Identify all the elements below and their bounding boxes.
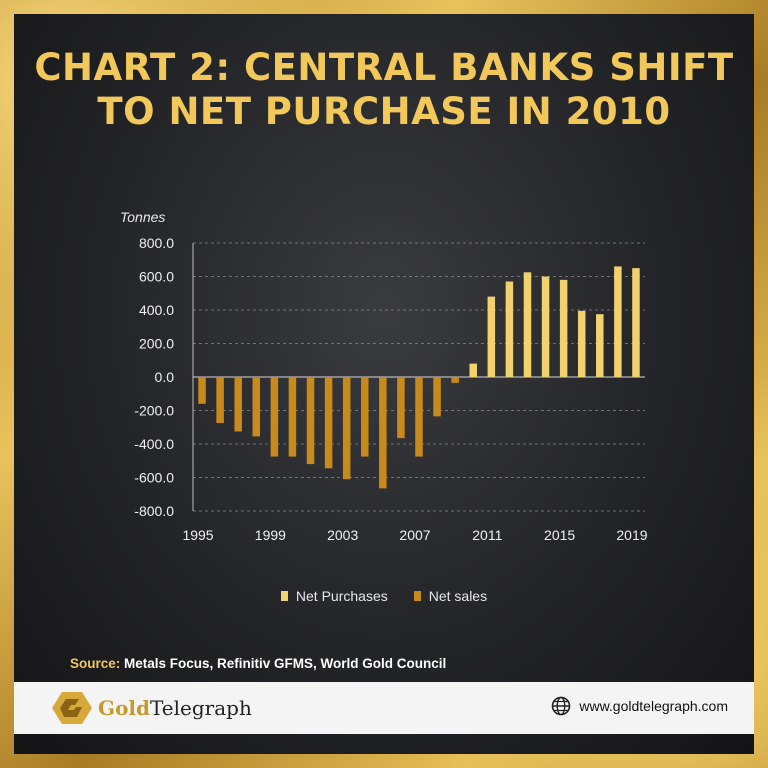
bar-net-sales-2009	[451, 377, 459, 383]
bar-net-sales-2000	[288, 377, 297, 457]
y-tick-label: 600.0	[139, 269, 174, 285]
x-tick-label: 2019	[616, 527, 647, 543]
footer-bar: GoldTelegraph www.goldtelegraph.com	[14, 682, 754, 734]
bar-net-sales-2007	[415, 377, 423, 457]
brand-name-gold: Gold	[98, 696, 151, 720]
brand-name: GoldTelegraph	[98, 696, 252, 720]
bar-net-sales-2002	[324, 377, 333, 469]
y-tick-label: 0.0	[155, 369, 175, 385]
title-line-1: CHART 2: CENTRAL BANKS SHIFT	[34, 46, 734, 89]
bar-net-purchases-2015	[559, 279, 568, 377]
x-tick-label: 2003	[327, 527, 358, 543]
brand-logo[interactable]: GoldTelegraph	[52, 690, 252, 726]
x-tick-label: 2007	[399, 527, 430, 543]
source-text: Metals Focus, Refinitiv GFMS, World Gold…	[124, 656, 447, 671]
bar-net-sales-1999	[270, 377, 279, 457]
bar-net-purchases-2011	[487, 296, 496, 377]
bar-net-purchases-2013	[523, 272, 532, 377]
y-tick-label: -800.0	[134, 503, 174, 519]
y-tick-label: -600.0	[134, 470, 174, 486]
chart-legend: Net Purchases Net sales	[0, 588, 768, 604]
x-tick-label: 1999	[255, 527, 286, 543]
y-tick-label: 400.0	[139, 302, 174, 318]
x-tick-label: 2015	[544, 527, 575, 543]
bar-net-purchases-2019	[632, 268, 640, 377]
bar-net-purchases-2014	[541, 276, 550, 377]
page-title: CHART 2: CENTRAL BANKS SHIFT TO NET PURC…	[0, 46, 768, 134]
bar-net-purchases-2010	[469, 363, 477, 377]
y-tick-label: -200.0	[134, 403, 174, 419]
website-link[interactable]: www.goldtelegraph.com	[551, 696, 728, 716]
brand-name-telegraph: Telegraph	[150, 696, 252, 720]
y-axis: 800.0 600.0 400.0 200.0 0.0 -200.0 -400.0 -600.…	[134, 235, 174, 519]
bar-net-purchases-2012	[505, 281, 514, 377]
source-label: Source:	[70, 656, 121, 671]
globe-icon	[552, 696, 571, 716]
legend-label-net-purchases: Net Purchases	[295, 588, 388, 604]
bar-net-sales-2001	[306, 377, 315, 465]
legend-swatch-net-sales	[413, 591, 421, 601]
y-tick-label: 800.0	[139, 235, 174, 251]
bar-net-sales-1998	[252, 377, 261, 437]
bar-net-sales-1996	[216, 377, 224, 424]
gold-telegraph-logo-icon	[52, 692, 92, 724]
bar-net-purchases-2018	[614, 266, 622, 377]
bar-net-sales-1995	[198, 377, 206, 404]
bar-net-purchases-2017	[596, 314, 604, 377]
x-axis: 1995 1999 2003 2007 2011 2015 2019	[182, 527, 647, 543]
y-tick-label: -400.0	[134, 436, 174, 452]
bar-net-sales-2005	[379, 377, 387, 489]
bar-net-sales-2003	[342, 377, 351, 480]
bar-net-sales-2006	[397, 377, 405, 439]
x-tick-label: 1995	[182, 527, 213, 543]
bars	[198, 266, 640, 489]
legend-item-net-purchases: Net Purchases	[280, 588, 388, 604]
website-url: www.goldtelegraph.com	[579, 698, 728, 714]
bar-net-purchases-2016	[577, 310, 586, 377]
x-tick-label: 2011	[472, 527, 502, 543]
title-line-2: TO NET PURCHASE IN 2010	[97, 90, 671, 133]
bar-net-sales-2008	[433, 377, 441, 417]
legend-swatch-net-purchases	[280, 591, 288, 601]
bar-net-sales-1997	[234, 377, 242, 432]
bar-net-sales-2004	[361, 377, 369, 457]
y-axis-label: Tonnes	[120, 209, 165, 225]
legend-item-net-sales: Net sales	[413, 588, 488, 604]
legend-label-net-sales: Net sales	[428, 588, 488, 604]
y-tick-label: 200.0	[139, 336, 174, 352]
source-note: Source: Metals Focus, Refinitiv GFMS, Wo…	[70, 656, 446, 671]
